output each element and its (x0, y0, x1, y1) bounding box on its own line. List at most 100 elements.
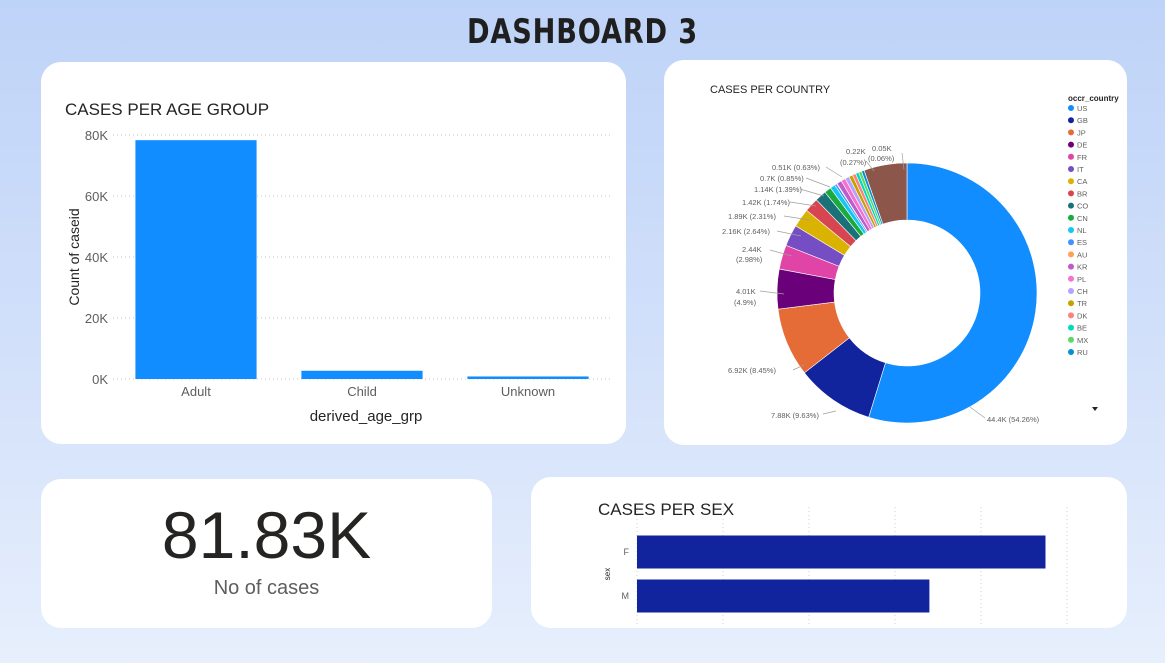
legend-label: ES (1077, 238, 1087, 247)
donut-slice[interactable] (868, 162, 1038, 424)
legend-marker (1068, 324, 1074, 331)
legend-item[interactable]: TR (1068, 299, 1088, 308)
legend-item[interactable]: CH (1068, 287, 1088, 296)
legend-item[interactable]: BR (1068, 189, 1088, 198)
age-bars (135, 140, 589, 379)
legend-item[interactable]: GB (1068, 116, 1088, 125)
donut-slice-label: 2.16K (2.64%) (722, 227, 770, 236)
legend-item[interactable]: PL (1068, 275, 1086, 284)
leader-line (792, 364, 805, 371)
country-chart-title: CASES PER COUNTRY (710, 84, 831, 96)
donut-slice-label: 4.01K (736, 287, 756, 296)
donut-slice-label: (0.06%) (868, 154, 895, 163)
country-legend[interactable]: US GB JP DE FR IT CA BR CO CN NL ES AU KR PL CH TR DK BE MX… (1068, 104, 1088, 357)
legend-label: CH (1077, 287, 1088, 296)
sex-y-tick-label: M (622, 591, 630, 601)
sex-chart-title: CASES PER SEX (598, 500, 734, 519)
leader-line (825, 166, 843, 178)
legend-label: MX (1077, 336, 1088, 345)
sex-bar[interactable] (637, 579, 930, 613)
legend-item[interactable]: US (1068, 104, 1087, 113)
legend-item[interactable]: NL (1068, 226, 1087, 235)
legend-marker (1068, 117, 1074, 124)
legend-item[interactable]: MX (1068, 336, 1088, 345)
legend-item[interactable]: RU (1068, 348, 1088, 357)
donut-slice-label: 6.92K (8.45%) (728, 366, 776, 375)
legend-item[interactable]: FR (1068, 153, 1088, 162)
legend-label: US (1077, 104, 1087, 113)
legend-marker (1068, 141, 1074, 148)
legend-label: NL (1077, 226, 1087, 235)
age-bar[interactable] (301, 370, 423, 379)
sex-y-axis-label: sex (603, 568, 612, 580)
donut-slice-label: 0.22K (846, 147, 866, 156)
country-card: CASES PER COUNTRY 44.4K (54.26%) 7.88K (9… (664, 60, 1127, 445)
donut-slice[interactable] (863, 162, 908, 225)
leader-line (783, 215, 811, 221)
age-y-tick-label: 20K (85, 311, 108, 326)
dashboard-title: DASHBOARD 3 (467, 12, 698, 52)
legend-marker (1068, 275, 1074, 282)
legend-label: RU (1077, 348, 1088, 357)
legend-scroll-down-icon[interactable] (1092, 407, 1098, 411)
legend-label: CN (1077, 214, 1088, 223)
legend-marker (1068, 312, 1074, 319)
age-bar[interactable] (467, 376, 589, 379)
legend-item[interactable]: CA (1068, 177, 1087, 186)
legend-label: DK (1077, 311, 1087, 320)
kpi-value: 81.83K (161, 498, 372, 572)
legend-label: DE (1077, 141, 1087, 150)
leader-line (759, 290, 785, 295)
age-y-tick-label: 0K (92, 372, 108, 387)
donut-slice-label: 0.7K (0.85%) (760, 174, 804, 183)
legend-label: TR (1077, 299, 1088, 308)
legend-label: IT (1077, 165, 1084, 174)
donut-slice-label: 2.44K (742, 245, 762, 254)
legend-label: GB (1077, 116, 1088, 125)
legend-label: AU (1077, 250, 1087, 259)
leader-line (769, 249, 793, 257)
legend-label: BE (1077, 324, 1087, 333)
legend-item[interactable]: CO (1068, 202, 1088, 211)
leader-line (805, 177, 831, 188)
donut-slice-label: (0.27%) (840, 158, 867, 167)
legend-item[interactable]: JP (1068, 128, 1086, 137)
legend-item[interactable]: ES (1068, 238, 1087, 247)
legend-item[interactable]: CN (1068, 214, 1088, 223)
legend-marker (1068, 300, 1074, 307)
legend-marker (1068, 349, 1074, 355)
donut-slice-label: 0.05K (872, 144, 892, 153)
donut-slice-label: 1.42K (1.74%) (742, 198, 790, 207)
sex-bars (637, 535, 1046, 613)
donut-slice-label: (4.9%) (734, 298, 757, 307)
age-y-tick-labels: 0K 20K 40K 60K 80K (85, 128, 108, 387)
legend-marker (1068, 263, 1074, 270)
leader-line (865, 160, 875, 172)
leader-line (901, 152, 905, 171)
legend-item[interactable]: DE (1068, 141, 1087, 150)
age-x-tick-labels: Adult Child Unknown (181, 384, 555, 399)
sex-y-tick-labels: FM (622, 547, 630, 601)
sex-bar[interactable] (637, 535, 1046, 569)
legend-item[interactable]: BE (1068, 324, 1087, 333)
age-bar[interactable] (135, 140, 257, 379)
legend-marker (1068, 153, 1074, 160)
legend-item[interactable]: IT (1068, 165, 1084, 174)
legend-marker (1068, 105, 1074, 111)
legend-marker (1068, 227, 1074, 233)
leader-line (969, 406, 986, 419)
legend-marker (1068, 129, 1074, 136)
age-x-axis-label: derived_age_grp (310, 408, 423, 425)
age-x-tick-label: Unknown (501, 384, 555, 399)
age-y-tick-label: 80K (85, 128, 108, 143)
legend-label: KR (1077, 263, 1088, 272)
legend-item[interactable]: KR (1068, 263, 1088, 272)
legend-marker (1068, 288, 1074, 294)
legend-label: CO (1077, 202, 1088, 211)
legend-item[interactable]: DK (1068, 311, 1087, 320)
age-x-tick-label: Child (347, 384, 377, 399)
sex-bar-chart: CASES PER SEX FM sex (598, 500, 1068, 625)
kpi-card: 81.83K No of cases (41, 479, 492, 628)
kpi-label: No of cases (213, 577, 320, 599)
legend-item[interactable]: AU (1068, 250, 1087, 259)
